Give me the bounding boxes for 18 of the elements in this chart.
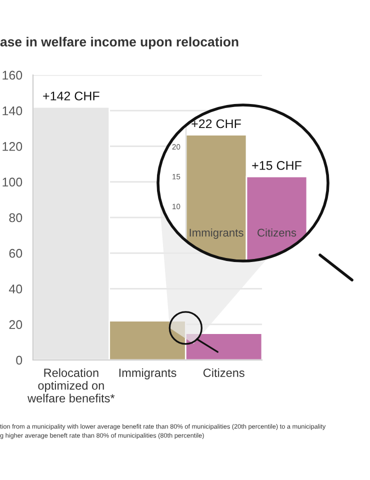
y-tick-label: 40 [8,284,22,294]
y-tick-label: 140 [2,106,22,116]
y-tick-label: 80 [9,213,22,222]
data-label: +15 CHF [252,161,302,170]
y-tick-label: 160 [2,70,22,80]
x-tick-label: Relocation optimized on welfare benefits* [28,368,115,402]
x-tick-label: Citizens [203,368,244,378]
data-label: +142 CHF [43,92,100,100]
y-tick-label: 60 [9,248,22,258]
chart-title: ase in welfare income upon relocation [0,36,238,50]
x-tick-label: Immigrants [190,228,244,239]
x-tick-label: Immigrants [119,368,176,380]
x-tick-label: Citizens [258,228,296,237]
data-label: +22 CHF [192,119,241,128]
y-tick-label: 100 [2,178,22,187]
y-tick-label: 20 [9,320,22,330]
y-tick-label: 120 [2,142,22,151]
y-tick-label: 0 [16,356,22,365]
